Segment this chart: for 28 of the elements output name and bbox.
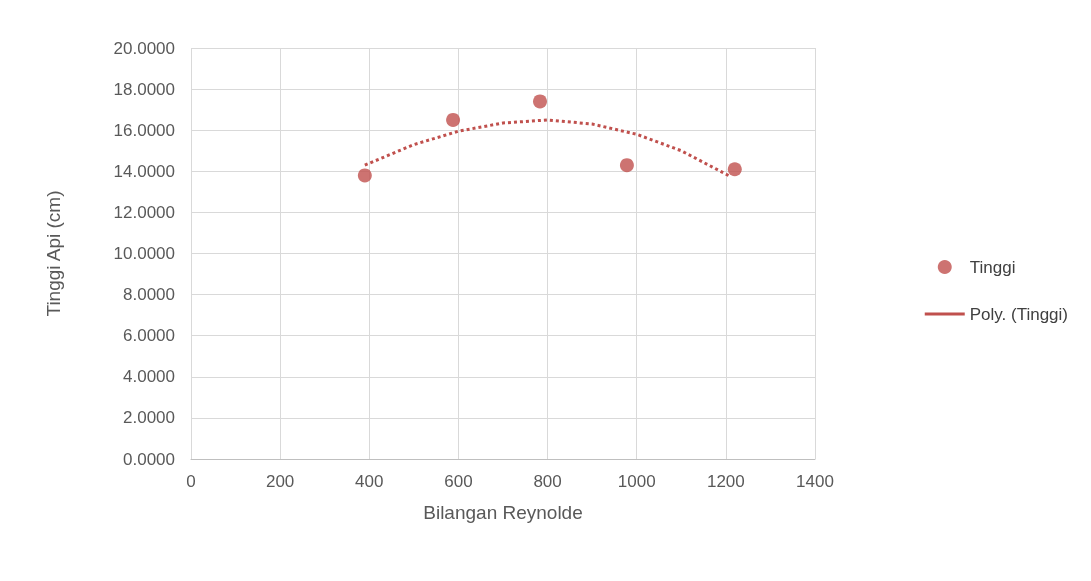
y-tick-label: 18.0000 [113,79,175,99]
x-tick-label: 800 [533,472,562,491]
y-tick-label: 10.0000 [113,244,175,263]
x-axis-title: Bilangan Reynolde [423,502,583,523]
x-tick-label: 600 [444,472,473,491]
y-tick-label: 2.0000 [123,408,175,428]
x-tick-label: 1000 [617,472,656,491]
legend-label: Poly. (Tinggi) [969,304,1068,324]
y-tick-label: 4.0000 [123,367,175,387]
point [446,112,461,127]
y-tick-label: 6.0000 [123,326,175,346]
point [727,162,742,177]
y-tick-label: 16.0000 [113,120,175,140]
legend-label: Tinggi [969,257,1016,277]
point [357,168,372,183]
y-tick-label: 0.0000 [123,449,175,469]
y-tick-label: 8.0000 [123,285,175,305]
y-tick-label: 14.0000 [113,161,175,181]
y-tick-label: 12.0000 [113,202,175,222]
point [533,94,547,109]
x-tick-label: 0 [186,472,196,491]
y-tick-label: 20.0000 [113,38,175,58]
x-tick-label: 1400 [796,472,834,491]
x-tick-label: 400 [355,472,384,491]
y-axis-title: Tinggi Api (cm) [43,190,64,317]
x-tick-label: 1200 [706,472,745,491]
point [619,158,634,173]
x-tick-label: 200 [265,472,295,491]
